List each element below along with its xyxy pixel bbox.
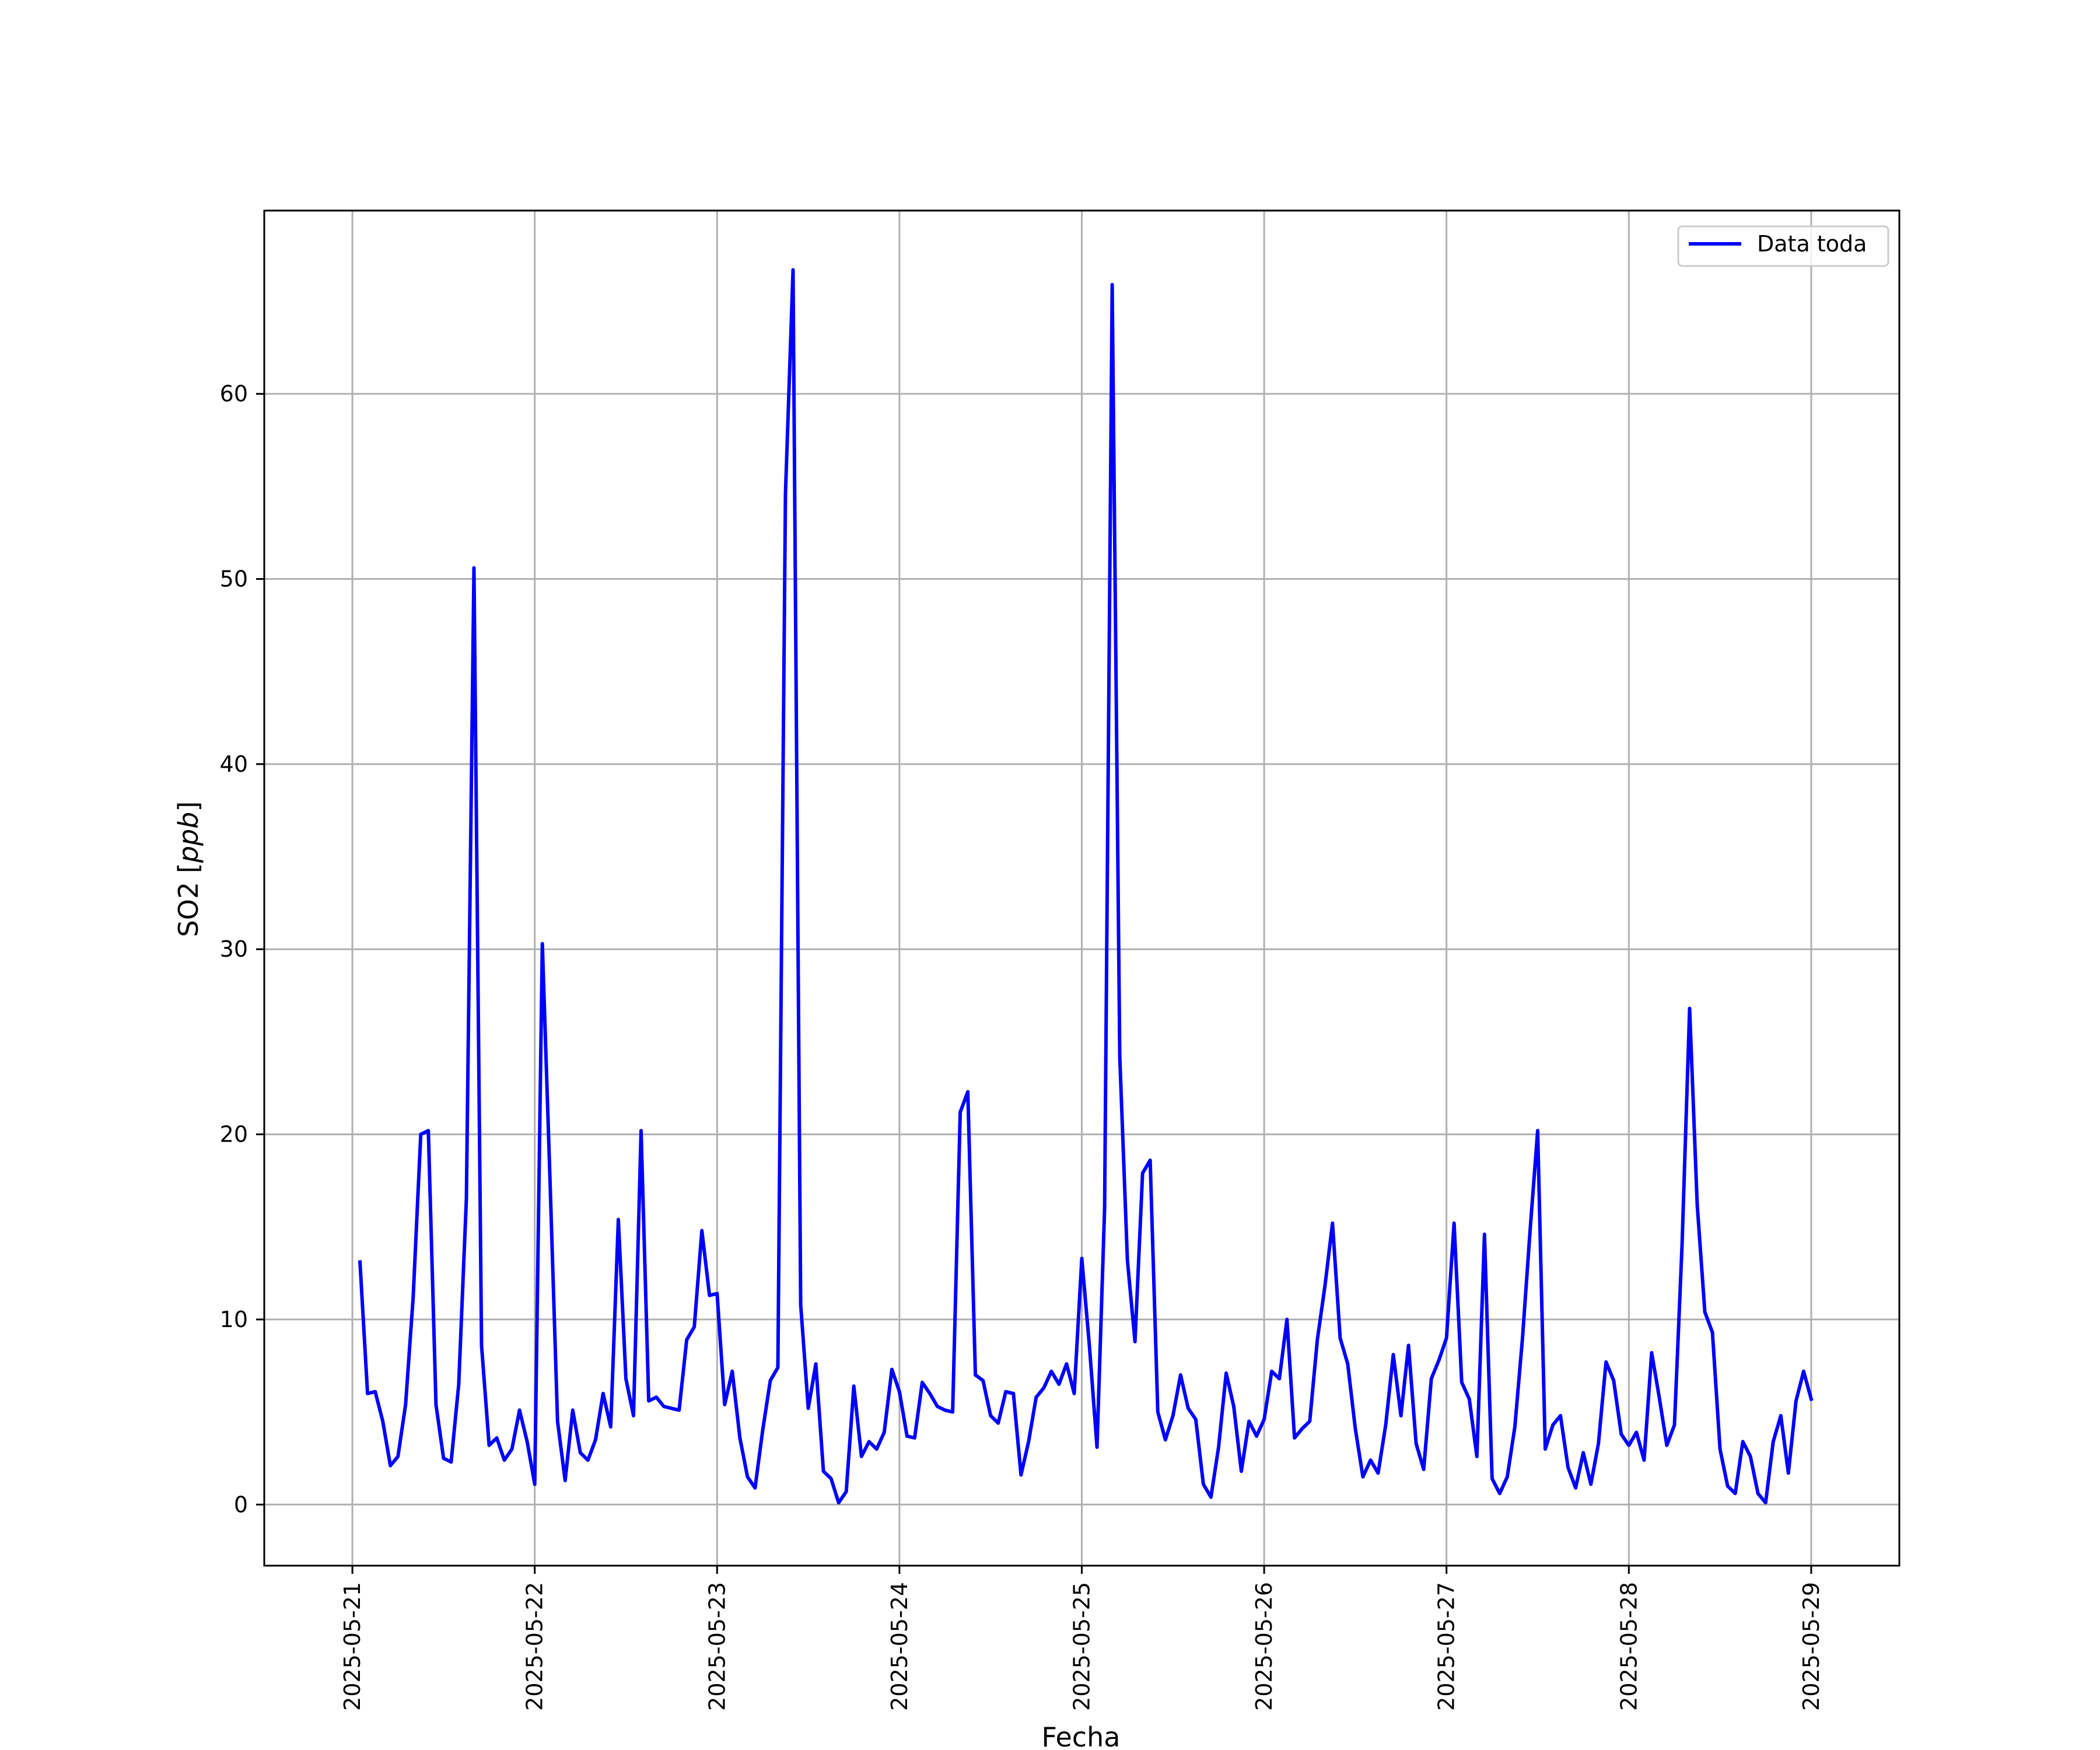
x-tick-label: 2025-05-27 bbox=[1434, 1582, 1460, 1711]
y-axis-ticks: 0 10 20 30 40 50 60 bbox=[220, 381, 264, 1517]
y-tick-label: 10 bbox=[220, 1307, 248, 1332]
y-tick-label: 0 bbox=[234, 1492, 248, 1517]
x-tick-label: 2025-05-23 bbox=[704, 1582, 730, 1711]
series-line-data-toda bbox=[358, 268, 1814, 1505]
y-axis-label: SO2 [ppb] bbox=[173, 802, 204, 937]
x-tick-label: 2025-05-21 bbox=[340, 1582, 365, 1711]
y-axis-label-unit: ppb bbox=[173, 812, 204, 864]
y-tick-label: 40 bbox=[220, 751, 248, 777]
x-tick-label: 2025-05-26 bbox=[1251, 1582, 1277, 1711]
x-tick-label: 2025-05-28 bbox=[1616, 1582, 1642, 1711]
x-tick-label: 2025-05-25 bbox=[1069, 1582, 1095, 1711]
x-axis-ticks: 2025-05-21 2025-05-22 2025-05-23 2025-05-24… bbox=[340, 1566, 1824, 1711]
y-tick-label: 50 bbox=[220, 566, 248, 592]
x-tick-label: 2025-05-22 bbox=[522, 1582, 548, 1711]
y-tick-label: 60 bbox=[220, 381, 248, 407]
y-axis-label-open-bracket: [ bbox=[173, 863, 204, 882]
y-axis-label-name: SO2 bbox=[173, 882, 204, 937]
legend-box bbox=[1677, 225, 1889, 267]
x-tick-label: 2025-05-24 bbox=[887, 1582, 912, 1711]
legend: Data toda bbox=[1677, 225, 1889, 267]
y-tick-label: 20 bbox=[220, 1122, 248, 1147]
x-tick-label: 2025-05-29 bbox=[1798, 1582, 1824, 1711]
y-axis-label-close-bracket: ] bbox=[173, 802, 204, 812]
y-tick-label: 30 bbox=[220, 936, 248, 962]
legend-label: Data toda bbox=[1757, 231, 1867, 257]
x-axis-label: Fecha bbox=[1042, 1721, 1121, 1750]
